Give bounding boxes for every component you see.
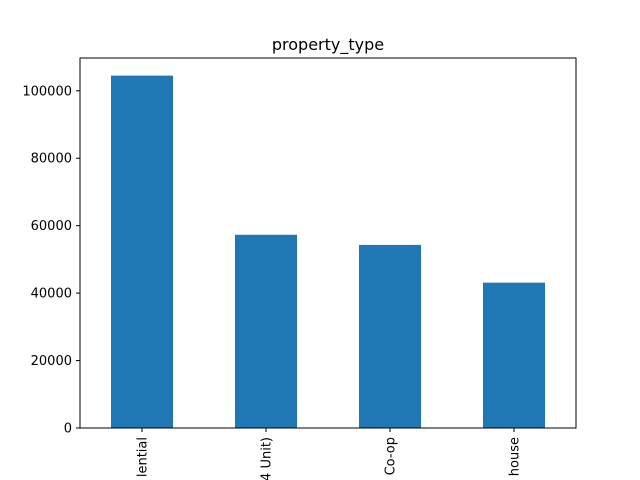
chart-title: property_type bbox=[272, 35, 384, 55]
y-axis: 0 20000 40000 60000 80000 100000 bbox=[22, 84, 80, 437]
bar-0 bbox=[111, 75, 173, 428]
y-tick-label-2: 40000 bbox=[31, 287, 72, 302]
y-tick-label-3: 60000 bbox=[31, 219, 72, 234]
x-tick-label-1: 4 Unit) bbox=[260, 437, 275, 480]
bars-group bbox=[111, 75, 545, 428]
bar-1 bbox=[235, 234, 297, 428]
y-tick-label-4: 80000 bbox=[31, 152, 72, 167]
y-tick-label-1: 20000 bbox=[31, 354, 72, 369]
x-tick-label-2: Co-op bbox=[384, 437, 399, 475]
x-axis: lential 4 Unit) Co-op house bbox=[136, 428, 523, 480]
y-tick-label-5: 100000 bbox=[22, 84, 72, 99]
bar-2 bbox=[359, 244, 421, 428]
plot-frame bbox=[79, 57, 577, 429]
y-tick-label-0: 0 bbox=[64, 422, 72, 437]
x-tick-label-3: house bbox=[508, 437, 523, 476]
bar-3 bbox=[483, 282, 545, 428]
x-tick-label-0: lential bbox=[136, 437, 151, 477]
